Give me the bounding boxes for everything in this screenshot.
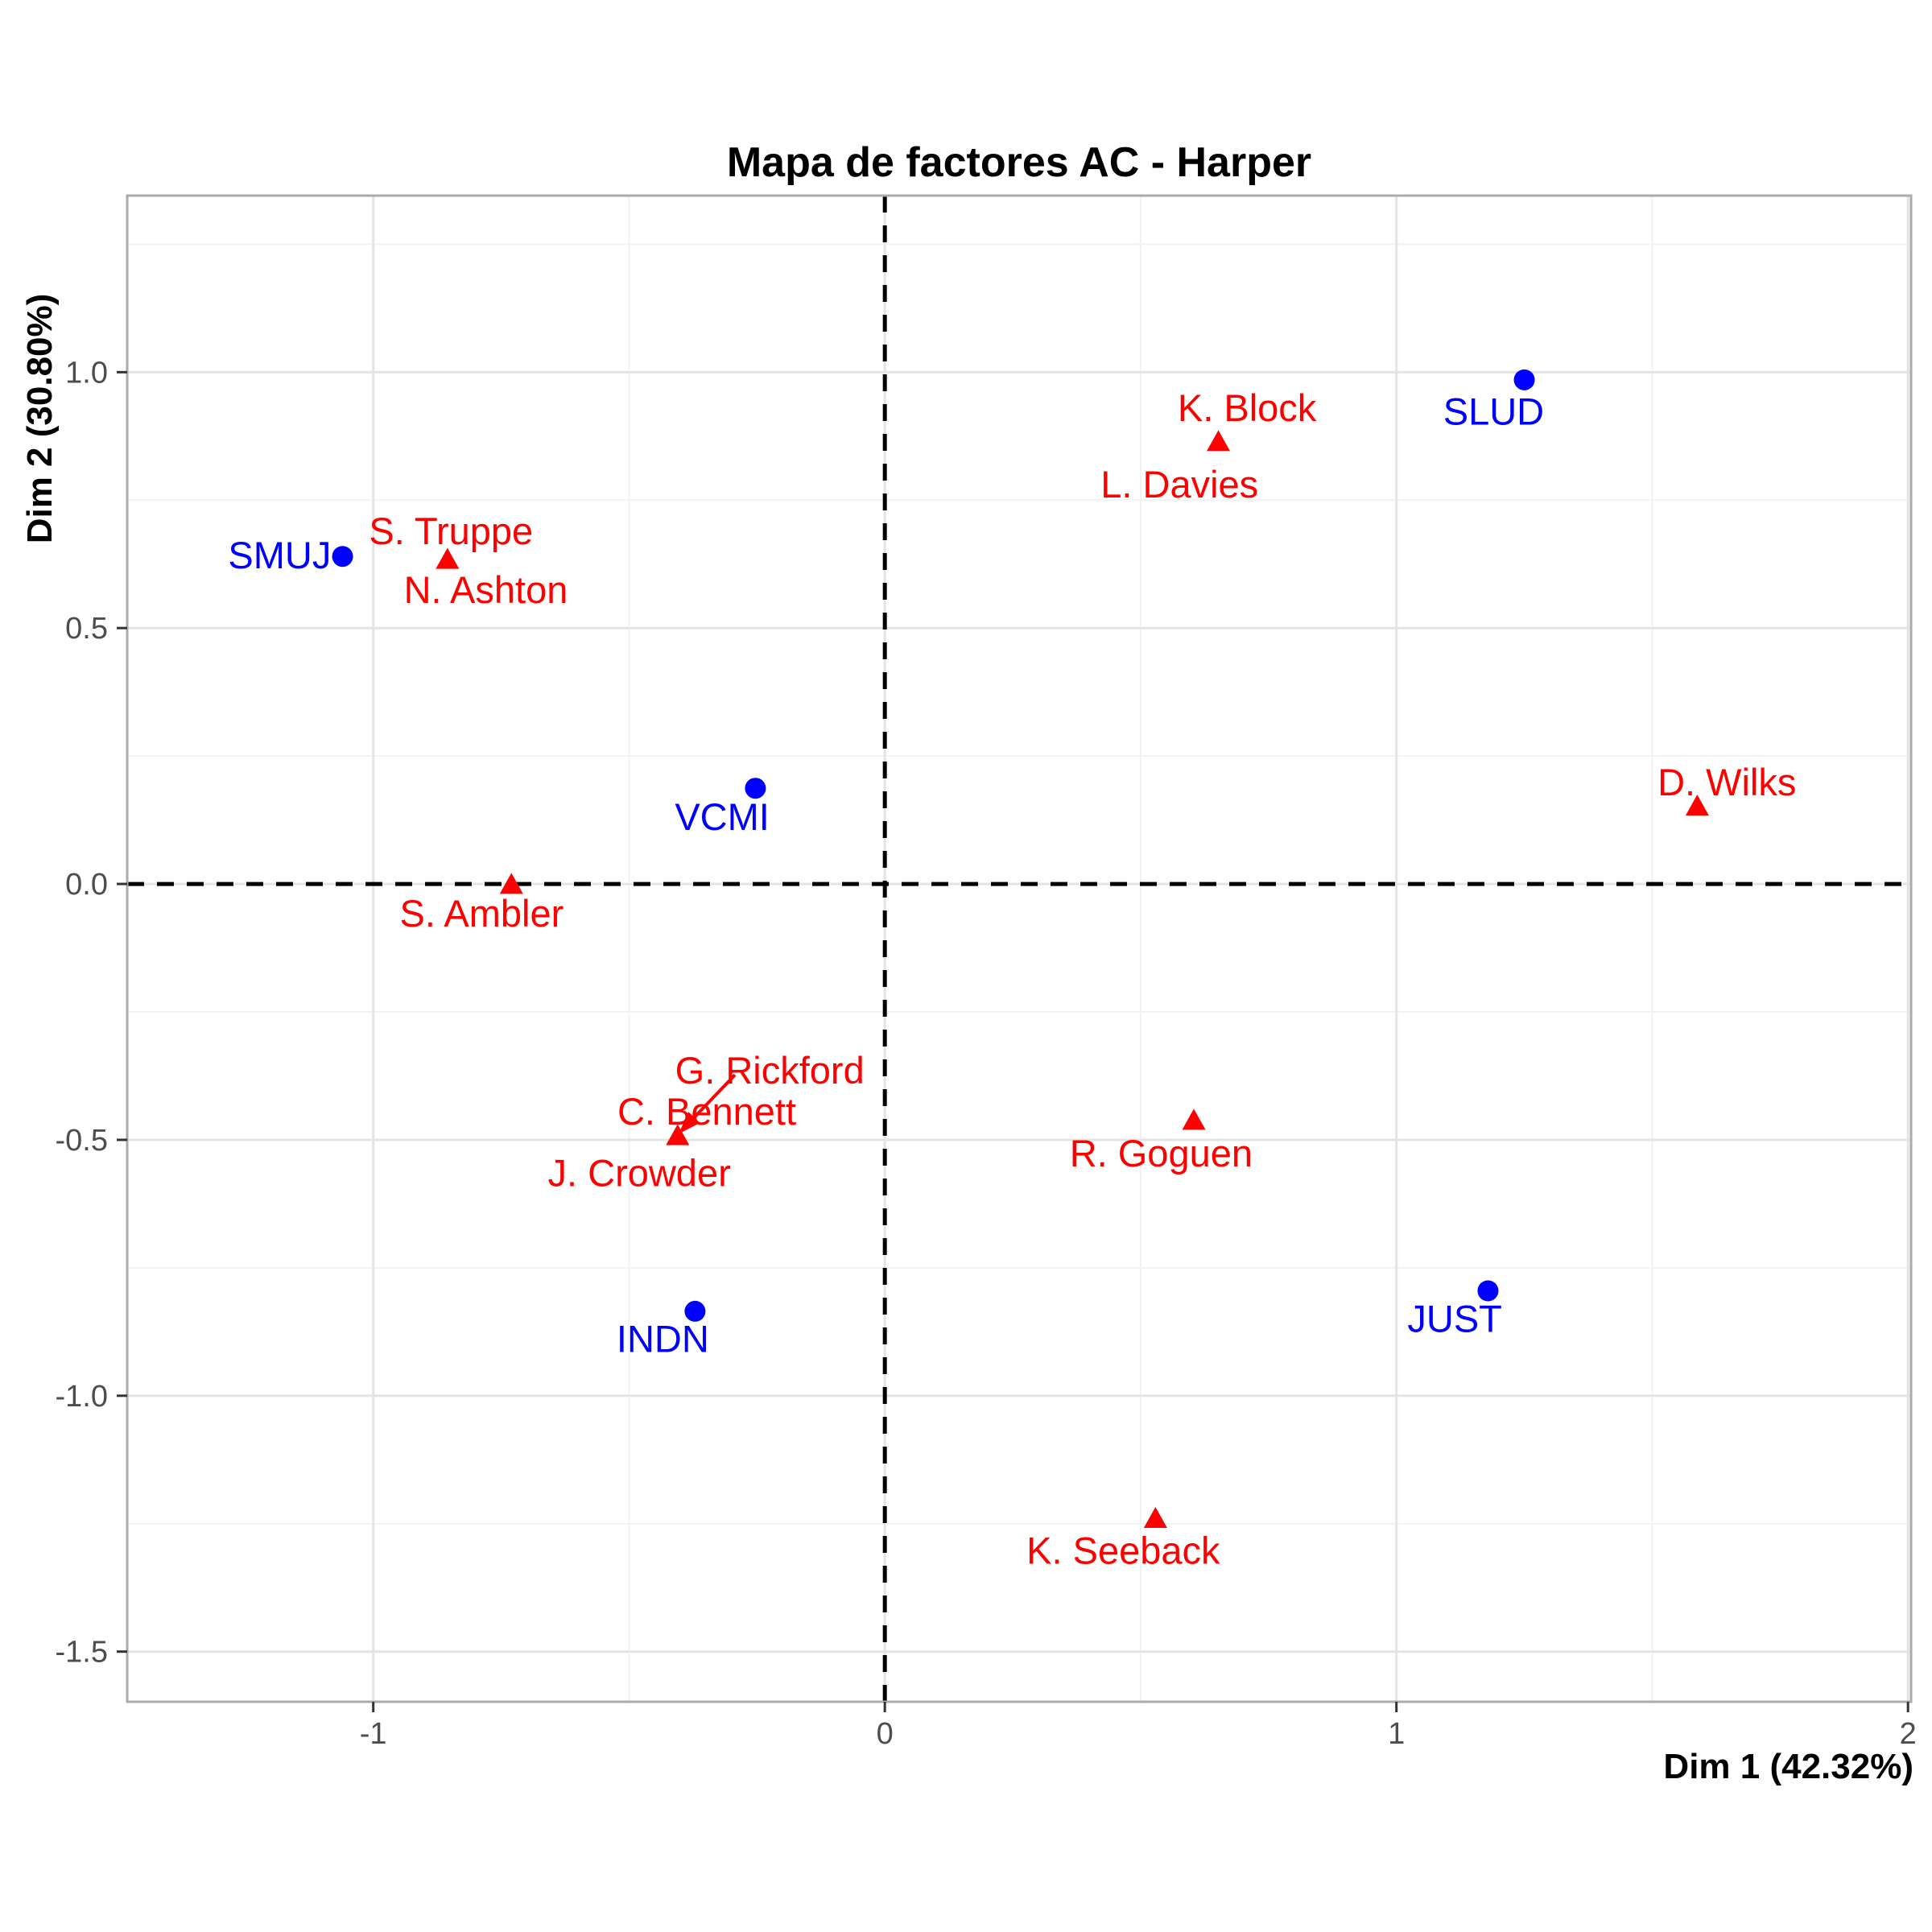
point-label-smuj: SMUJ bbox=[228, 534, 331, 576]
data-point-s-truppe bbox=[436, 547, 460, 569]
data-point-indn bbox=[684, 1300, 706, 1322]
y-tick-label: -1.5 bbox=[56, 1636, 108, 1670]
y-tick-label: 0.5 bbox=[65, 612, 108, 646]
y-tick-label: 1.0 bbox=[65, 356, 108, 390]
data-point-g-rickford bbox=[666, 1124, 690, 1146]
point-label-l-davies: L. Davies bbox=[1100, 463, 1258, 506]
point-label-d-wilks: D. Wilks bbox=[1657, 761, 1796, 803]
y-tick-label: -0.5 bbox=[56, 1124, 108, 1158]
point-label-vcmi: VCMI bbox=[675, 795, 770, 838]
point-label-just: JUST bbox=[1407, 1297, 1502, 1340]
data-point-k-block bbox=[1207, 430, 1231, 452]
point-label-n-ashton: N. Ashton bbox=[404, 568, 568, 611]
data-point-slud bbox=[1513, 369, 1535, 390]
x-axis-title: Dim 1 (42.32%) bbox=[1663, 1747, 1913, 1786]
data-point-vcmi bbox=[745, 778, 766, 799]
panel-border bbox=[126, 194, 1913, 1703]
point-label-g-rickford: G. Rickford bbox=[675, 1049, 865, 1092]
chart-title: Mapa de factores AC - Harper bbox=[726, 139, 1312, 186]
x-tick-label: 0 bbox=[877, 1717, 894, 1751]
point-label-s-truppe: S. Truppe bbox=[369, 510, 533, 552]
x-tick-label: 2 bbox=[1900, 1717, 1917, 1751]
point-label-r-goguen: R. Goguen bbox=[1070, 1132, 1253, 1174]
data-point-k-seeback bbox=[1143, 1507, 1167, 1529]
y-tick-label: 0.0 bbox=[65, 868, 108, 902]
data-point-d-wilks bbox=[1685, 795, 1709, 816]
panel-background bbox=[127, 196, 1911, 1702]
point-label-s-ambler: S. Ambler bbox=[400, 892, 564, 935]
data-point-r-goguen bbox=[1182, 1108, 1206, 1130]
x-tick-label: -1 bbox=[360, 1717, 387, 1751]
leader-arrowhead bbox=[679, 1112, 700, 1134]
data-point-smuj bbox=[332, 546, 353, 568]
data-point-s-ambler bbox=[499, 873, 523, 894]
point-label-slud: SLUD bbox=[1443, 390, 1544, 432]
point-label-k-block: K. Block bbox=[1178, 386, 1317, 429]
point-label-k-seeback: K. Seeback bbox=[1026, 1529, 1220, 1571]
point-label-j-crowder: J. Crowder bbox=[548, 1151, 731, 1194]
point-label-indn: INDN bbox=[617, 1317, 709, 1360]
point-label-c-bennett: C. Bennett bbox=[617, 1090, 796, 1133]
y-axis-title: Dim 2 (30.80%) bbox=[20, 293, 60, 544]
y-tick-label: -1.0 bbox=[56, 1380, 108, 1414]
x-tick-label: 1 bbox=[1388, 1717, 1405, 1751]
data-point-just bbox=[1477, 1280, 1499, 1302]
